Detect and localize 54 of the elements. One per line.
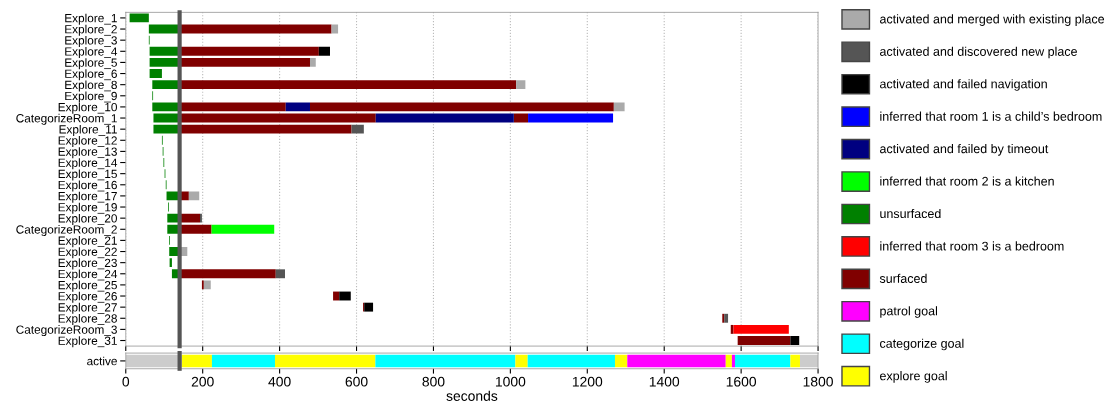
y-tick-label: Explore_25: [58, 280, 117, 292]
x-axis-title: seconds: [446, 390, 498, 401]
legend-label: explore goal: [880, 371, 947, 383]
y-tick-label: Explore_20: [58, 213, 117, 225]
y-tick-label: Explore_28: [58, 313, 117, 325]
legend-label: activated and merged with existing place: [880, 14, 1105, 26]
x-tick-label: 800: [422, 376, 445, 387]
x-tick-label: 1000: [495, 376, 526, 387]
x-tick-label: 400: [268, 376, 291, 387]
y-tick-label: Explore_9: [65, 91, 117, 103]
y-tick-label: Explore_24: [58, 269, 118, 281]
legend-label: inferred that room 2 is a kitchen: [880, 176, 1054, 186]
x-tick-label: 1800: [803, 376, 833, 387]
y-tick-label: Explore_27: [58, 302, 117, 314]
x-tick-label: 1600: [726, 376, 757, 387]
y-tick-label: Explore_22: [58, 247, 117, 259]
y-tick-label: Explore_10: [58, 102, 117, 114]
legend-label: unsurfaced: [880, 208, 941, 219]
y-tick-label: Explore_6: [65, 69, 117, 81]
y-tick-label: Explore_4: [65, 47, 118, 59]
y-tick-label: Explore_21: [58, 236, 117, 248]
y-tick-label: Explore_26: [58, 291, 117, 303]
y-tick-label: Explore_14: [58, 158, 118, 170]
y-tick-label: CategorizeRoom_1: [16, 113, 117, 125]
x-tick-label: 1200: [572, 376, 603, 387]
y-tick-label: Explore_13: [58, 147, 117, 159]
y-tick-label: Explore_31: [58, 336, 117, 348]
y-tick-label: Explore_16: [58, 180, 117, 192]
x-tick-label: 0: [122, 376, 130, 387]
y-tick-label: Explore_5: [65, 58, 117, 70]
y-tick-label: CategorizeRoom_2: [16, 225, 117, 237]
x-tick-label: 200: [191, 376, 214, 387]
legend-label: activated and failed navigation: [880, 79, 1047, 91]
y-tick-label: Explore_12: [58, 136, 117, 148]
y-tick-label: Explore_23: [58, 258, 117, 270]
y-tick-label: Explore_17: [58, 191, 117, 203]
legend-label: inferred that room 1 is a child’s bedroom: [880, 111, 1102, 121]
legend-label: activated and discovered new place: [880, 46, 1077, 59]
legend-label: surfaced: [879, 273, 927, 283]
y-tick-label: Explore_3: [65, 35, 117, 47]
y-tick-label: Explore_1: [65, 13, 117, 25]
legend-label: categorize goal: [880, 338, 964, 351]
legend-label: inferred that room 3 is a bedroom: [880, 241, 1064, 251]
x-tick-label: 600: [345, 376, 368, 387]
y-tick-label: Explore_19: [58, 202, 117, 214]
y-tick-label: active: [87, 356, 117, 366]
y-tick-label: Explore_15: [58, 169, 117, 181]
x-tick-label: 1400: [649, 376, 680, 387]
y-tick-label: Explore_8: [65, 80, 117, 92]
y-tick-label: Explore_2: [65, 24, 117, 36]
legend-label: activated and failed by timeout: [880, 144, 1049, 156]
y-tick-label: Explore_11: [59, 124, 117, 136]
legend-label: patrol goal: [880, 306, 938, 318]
y-tick-label: CategorizeRoom_3: [16, 325, 117, 337]
